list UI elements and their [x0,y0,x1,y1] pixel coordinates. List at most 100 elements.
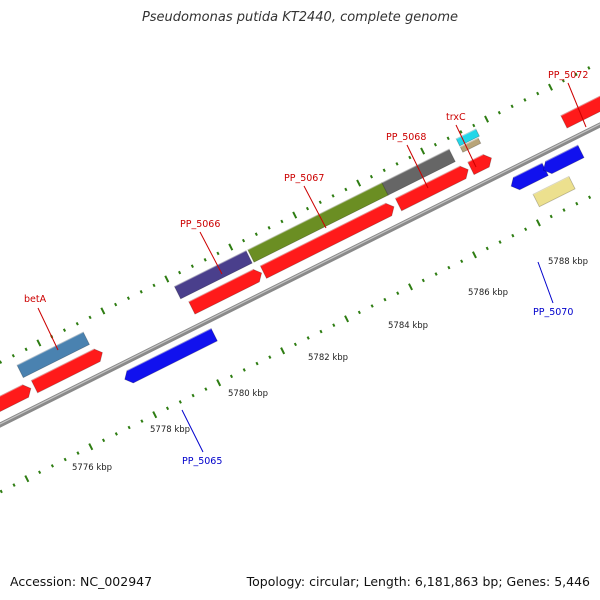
gene-label-pp_5066: PP_5066 [180,219,220,230]
domain-feature [455,128,480,147]
forward-gene [30,348,103,394]
gene-label-trxc: trxC [446,112,466,123]
tick-mark-upper [548,83,553,91]
reverse-gene [542,144,585,175]
scale-label: 5776 kbp [72,463,112,473]
tick-mark-lower [88,443,94,451]
tick-mark-lower [319,329,323,334]
tick-mark-lower [535,219,541,227]
tick-mark-lower [63,457,67,462]
tick-mark-upper [536,91,540,96]
tick-mark-lower [178,400,182,404]
domain-feature [459,137,482,153]
tick-mark-lower [255,361,259,366]
tick-mark-lower [575,201,579,206]
tick-mark-upper [216,251,220,256]
tick-mark-lower [447,265,451,270]
tick-mark-upper [0,360,3,364]
domain-feature-highlight [174,249,247,288]
tick-mark-lower [472,251,477,259]
tick-mark-lower [383,297,387,302]
forward-gene [394,165,469,212]
tick-mark-lower [549,214,553,219]
tick-mark-upper [472,123,476,128]
tick-mark-lower [370,304,374,308]
forward-gene-highlight [259,202,386,267]
tick-mark-upper [420,147,426,155]
tick-mark-lower [216,379,222,387]
gene-label-pp_5068: PP_5068 [386,132,426,143]
tick-mark-upper [254,232,258,237]
tick-mark-upper [446,136,450,141]
gene-label-pp_5065: PP_5065 [182,456,222,467]
tick-mark-upper [164,275,170,283]
tick-mark-lower [344,315,350,323]
gene-leader-line [199,231,223,275]
map-title: Pseudomonas putida KT2440, complete geno… [141,10,459,25]
forward-gene [0,384,32,413]
forward-gene [467,154,492,176]
reverse-gene-highlight [545,144,579,162]
tick-mark-lower [76,451,80,455]
tick-mark-upper [190,264,194,268]
tick-mark-lower [38,470,42,475]
forward-gene [560,95,600,129]
tick-mark-lower [242,368,246,372]
tick-mark-upper [36,339,42,347]
gene-label-pp_5072: PP_5072 [548,70,588,81]
tick-mark-upper [241,238,246,243]
tick-mark-upper [75,321,79,326]
reverse-gene-highlight [126,327,212,372]
tick-mark-upper [126,296,131,300]
forward-gene-highlight [188,268,254,303]
tick-mark-upper [574,72,578,77]
tick-mark-upper [305,206,310,211]
tick-mark-upper [267,226,271,230]
tick-mark-upper [561,78,565,83]
tick-mark-lower [204,387,208,391]
tick-mark-upper [88,315,92,320]
gene-leader-line [37,307,59,351]
tick-mark-upper [114,302,118,307]
gene-leader-line [537,261,554,304]
tick-mark-upper [292,211,298,219]
tick-mark-upper [318,200,322,205]
tick-mark-upper [484,115,490,123]
tick-mark-upper [331,194,335,198]
tick-mark-upper [523,98,527,102]
gene-leader-line [406,144,429,189]
tick-mark-lower [498,240,502,244]
tick-mark-lower [191,393,195,398]
gene-leader-line [303,185,327,229]
domain-feature-highlight [532,175,570,195]
reverse-gene-highlight [513,162,543,178]
gene-label-beta: betA [24,294,47,305]
forward-gene-highlight [394,165,461,199]
gene-label-pp_5067: PP_5067 [284,173,324,184]
tick-mark-lower [460,259,464,264]
tick-mark-upper [24,347,28,352]
tick-mark-upper [408,155,412,160]
tick-mark-lower [293,342,297,347]
tick-mark-lower [24,475,30,483]
tick-mark-lower [0,489,3,494]
tick-mark-lower [127,425,131,430]
domain-feature [173,250,253,300]
tick-mark-lower [357,310,361,315]
tick-mark-lower [114,432,118,436]
reverse-gene [124,327,218,384]
scale-label: 5784 kbp [388,321,428,331]
tick-mark-lower [408,283,413,291]
reverse-gene [510,162,549,191]
gene-leader-line [567,82,587,128]
gene-leader-line [181,409,204,453]
tick-mark-lower [588,195,592,200]
genome-summary-text: Topology: circular; Length: 6,181,863 bp… [246,574,590,589]
domain-feature-highlight [16,331,84,366]
tick-mark-lower [280,347,286,355]
domain-feature-highlight [381,148,450,184]
tick-mark-upper [139,289,143,294]
tick-mark-lower [102,438,106,443]
tick-mark-lower [434,272,438,276]
